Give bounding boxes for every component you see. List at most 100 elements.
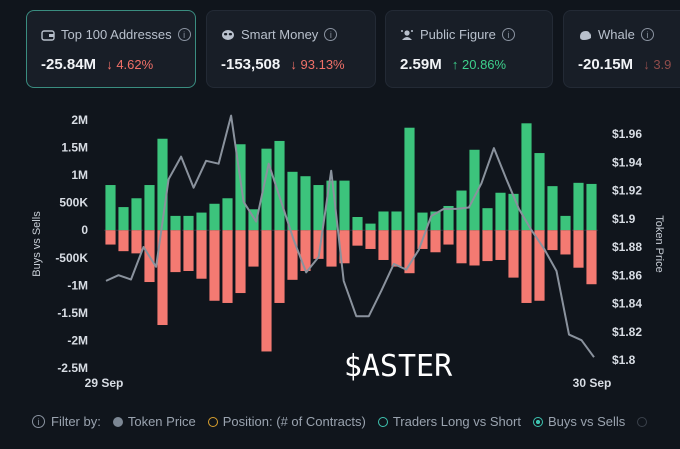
sell-bar	[131, 230, 142, 254]
y2-tick-label: $1.94	[612, 155, 642, 169]
buy-bar	[339, 180, 350, 231]
card-public-figure[interactable]: Public Figure i 2.59M ↑ 20.86%	[385, 10, 553, 88]
sell-bar	[443, 230, 454, 245]
sell-bar	[469, 230, 480, 266]
buy-bar	[365, 223, 376, 231]
buy-bar	[378, 211, 389, 231]
buy-bar	[274, 140, 285, 231]
card-value: -20.15M	[578, 56, 634, 73]
info-icon[interactable]: i	[501, 28, 515, 41]
sell-bar	[365, 230, 376, 249]
buy-bar	[521, 123, 532, 231]
whale-icon	[578, 28, 592, 42]
arrow-down-icon: ↓	[106, 57, 113, 72]
buy-bar	[482, 208, 493, 231]
y2-tick-label: $1.9	[612, 212, 636, 226]
sell-bar	[326, 230, 337, 267]
sell-bar	[196, 230, 207, 279]
filter-ring-icon	[207, 416, 218, 427]
buy-bar	[300, 176, 311, 231]
card-title: Public Figure	[420, 27, 496, 42]
x-tick-label: 30 Sep	[573, 376, 612, 390]
sell-bar	[170, 230, 181, 273]
info-icon[interactable]: i	[177, 28, 191, 41]
info-icon[interactable]: i	[324, 28, 338, 41]
card-title: Smart Money	[241, 27, 319, 42]
sell-bar	[274, 230, 285, 303]
sell-bar	[157, 230, 168, 326]
x-tick-label: 29 Sep	[85, 376, 124, 390]
card-value: -153,508	[221, 56, 281, 73]
sell-bar	[222, 230, 233, 303]
sell-bar	[235, 230, 246, 294]
buy-bar	[456, 190, 467, 231]
filter-label: Filter by:	[51, 414, 101, 429]
card-top-100-addresses[interactable]: Top 100 Addresses i -25.84M ↓ 4.62%	[26, 10, 196, 88]
buy-bar	[118, 207, 129, 231]
y-tick-label: -2.5M	[57, 361, 88, 375]
card-title: Top 100 Addresses	[61, 27, 172, 42]
filter-bar: i Filter by: Token Price Position: (# of…	[32, 414, 680, 429]
buy-bar	[131, 198, 142, 231]
sell-bar	[508, 230, 519, 278]
public-figure-icon	[400, 28, 414, 42]
info-icon[interactable]: i	[32, 415, 45, 428]
sell-bar	[482, 230, 493, 262]
y-tick-label: 0	[81, 223, 88, 237]
filter-token-price[interactable]: Token Price	[112, 414, 196, 429]
sell-bar	[573, 230, 584, 268]
sell-bar	[261, 230, 272, 352]
buy-bar	[144, 185, 155, 231]
sell-bar	[521, 230, 532, 303]
buy-bar	[170, 215, 181, 231]
sell-bar	[430, 230, 441, 253]
buy-bar	[326, 180, 337, 231]
y-tick-label: 2M	[71, 113, 88, 127]
card-change: ↑ 20.86%	[451, 57, 507, 72]
sell-bar	[287, 230, 298, 280]
y2-tick-label: $1.8	[612, 353, 636, 367]
card-whale[interactable]: Whale i -20.15M ↓ 3.9	[563, 10, 680, 88]
arrow-down-icon: ↓	[290, 57, 297, 72]
buy-bar	[222, 198, 233, 231]
y-tick-label: 500K	[59, 196, 88, 210]
sell-bar	[183, 230, 194, 272]
filter-more[interactable]	[637, 416, 652, 427]
filter-selected-icon	[532, 416, 543, 427]
y2-tick-label: $1.92	[612, 184, 642, 198]
arrow-up-icon: ↑	[451, 57, 459, 72]
card-value: 2.59M	[400, 56, 442, 73]
buy-bar	[248, 209, 259, 231]
buy-bar	[430, 211, 441, 231]
buy-bar	[560, 215, 571, 231]
info-icon[interactable]: i	[640, 28, 654, 41]
buys-vs-sells-chart: 2M 1.5M 1M 500K 0 -500K -1M -1.5M -2M -2.5M $1.96 $…	[31, 113, 665, 390]
smart-money-icon	[221, 28, 235, 42]
y2-tick-label: $1.84	[612, 297, 642, 311]
buy-bar	[196, 212, 207, 231]
y-tick-label: 1M	[71, 168, 88, 182]
y-tick-label: -1M	[67, 278, 88, 292]
filter-position-contracts[interactable]: Position: (# of Contracts)	[207, 414, 366, 429]
arrow-down-icon: ↓	[643, 57, 650, 72]
buy-bar	[209, 203, 220, 231]
sell-bar	[300, 230, 311, 272]
aster-watermark: $ASTER	[344, 349, 453, 384]
buy-bar	[547, 186, 558, 231]
filter-buys-vs-sells[interactable]: Buys vs Sells	[532, 414, 625, 429]
y2-tick-label: $1.86	[612, 268, 642, 282]
y-tick-label: -500K	[55, 251, 88, 265]
sell-bar	[118, 230, 129, 252]
buy-bar	[443, 205, 454, 231]
y-tick-label: -1.5M	[57, 306, 88, 320]
sell-bar	[391, 230, 402, 267]
card-smart-money[interactable]: Smart Money i -153,508 ↓ 93.13%	[206, 10, 376, 88]
sell-bar	[547, 230, 558, 251]
y2-tick-label: $1.88	[612, 240, 642, 254]
y2-axis-label: Token Price	[653, 215, 665, 272]
y-tick-label: -2M	[67, 333, 88, 347]
card-change: ↓ 3.9	[643, 57, 672, 72]
filter-traders-long-short[interactable]: Traders Long vs Short	[377, 414, 521, 429]
buy-bar	[105, 185, 116, 231]
wallet-icon	[41, 28, 55, 42]
